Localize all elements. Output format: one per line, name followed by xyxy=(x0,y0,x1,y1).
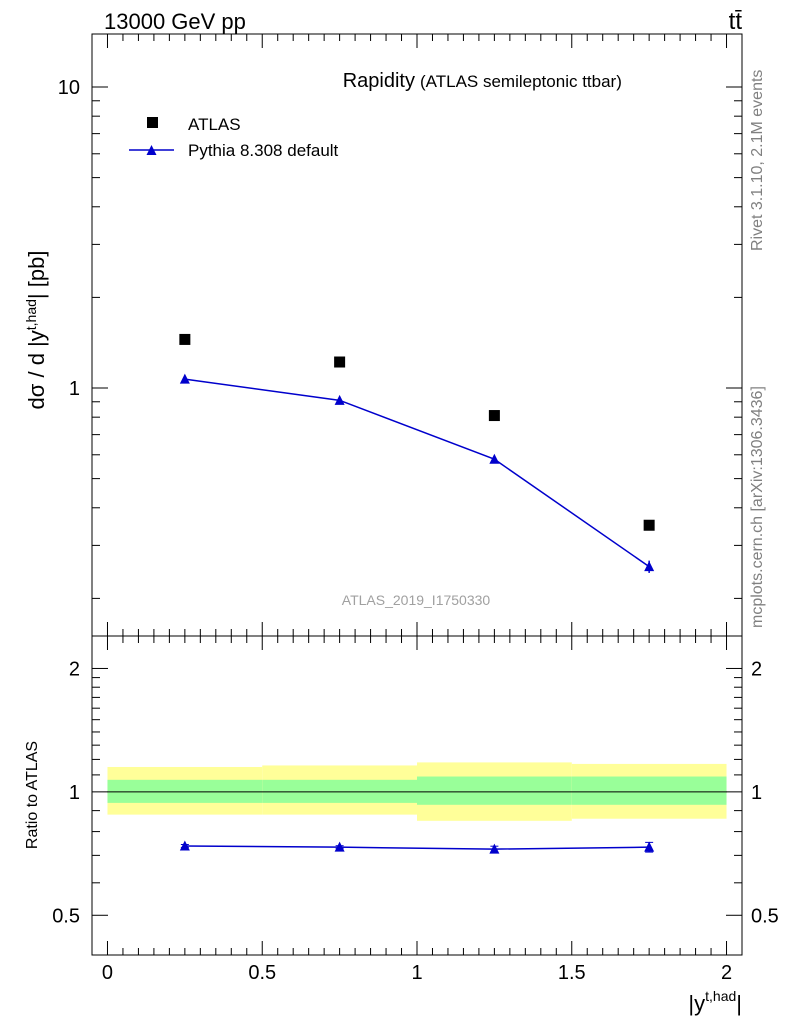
pythia-data-point xyxy=(179,373,190,384)
y-tick-label: 10 xyxy=(58,77,80,99)
chart-subtitle: (ATLAS semileptonic ttbar) xyxy=(420,72,622,91)
atlas-data-point xyxy=(179,333,191,345)
source-label: mcplots.cern.ch [arXiv:1306.3436] xyxy=(749,386,766,628)
process-label: tt̄ xyxy=(729,8,743,35)
legend-pythia-marker xyxy=(146,145,157,155)
ratio-y-axis-label: Ratio to ATLAS xyxy=(24,741,41,849)
pythia-data-point xyxy=(489,453,500,464)
ratio-pythia-line xyxy=(184,845,650,850)
atlas-data-point xyxy=(643,519,655,531)
ratio-band-inner xyxy=(417,776,572,805)
main-y-axis-label: dσ / d |yt,had| [pb] xyxy=(23,251,49,410)
atlas-data-point xyxy=(488,410,500,422)
legend-atlas-label: ATLAS xyxy=(188,115,241,134)
ratio-band-inner xyxy=(107,779,263,803)
legend-pythia-label: Pythia 8.308 default xyxy=(188,141,339,160)
rivet-label: Rivet 3.1.10, 2.1M events xyxy=(749,70,766,251)
ratio-data-point xyxy=(489,843,500,854)
pythia-line xyxy=(184,378,650,568)
ratio-y-tick-label: 1 xyxy=(69,782,80,804)
ratio-y-tick-label-right: 0.5 xyxy=(751,905,779,927)
ratio-data-point xyxy=(179,840,190,851)
ratio-y-tick-label-right: 2 xyxy=(751,658,762,680)
ratio-band-inner xyxy=(262,779,417,803)
pythia-data-point xyxy=(644,561,655,572)
main-panel: Rapidity (ATLAS semileptonic ttbar) ATLA… xyxy=(23,33,743,637)
atlas-data-point xyxy=(334,356,346,368)
y-tick-label: 1 xyxy=(69,378,80,400)
x-tick-label: 2 xyxy=(721,962,732,984)
ratio-band-inner xyxy=(571,776,727,805)
ratio-y-tick-label: 2 xyxy=(69,658,80,680)
pythia-data-point xyxy=(334,394,345,405)
legend-atlas-marker xyxy=(147,117,158,128)
energy-label: 13000 GeV pp xyxy=(104,9,246,34)
ratio-panel: Ratio to ATLAS |yt,had| 0 0.5 1 1.5 2 0.5 0.5 1… xyxy=(24,635,779,1016)
ratio-y-tick-label-right: 1 xyxy=(751,782,762,804)
ratio-y-tick-label: 0.5 xyxy=(52,905,80,927)
x-tick-label: 0 xyxy=(102,962,113,984)
chart-title: Rapidity xyxy=(343,70,415,92)
analysis-watermark: ATLAS_2019_I1750330 xyxy=(342,592,491,608)
ratio-data-point xyxy=(334,841,345,852)
x-tick-label: 0.5 xyxy=(248,962,276,984)
legend: ATLAS Pythia 8.308 default xyxy=(129,115,339,160)
x-tick-label: 1.5 xyxy=(558,962,586,984)
ratio-data-point xyxy=(644,841,655,852)
x-tick-label: 1 xyxy=(411,962,422,984)
x-axis-label: |yt,had| xyxy=(688,988,742,1016)
